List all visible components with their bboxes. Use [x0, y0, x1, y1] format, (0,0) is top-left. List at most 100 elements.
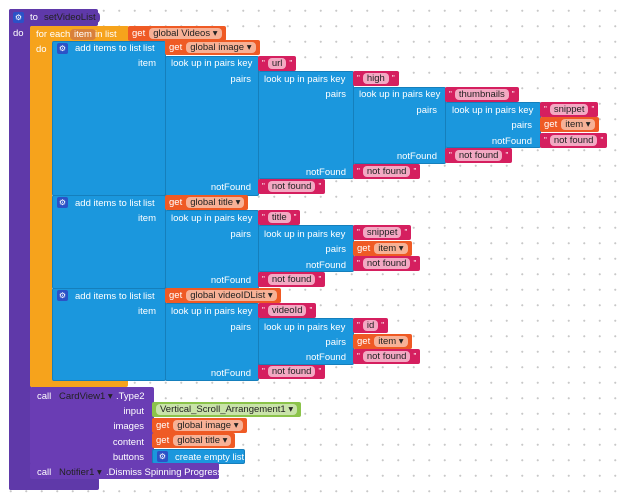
- get-item[interactable]: get item ▾: [353, 334, 412, 349]
- add-items-block-2[interactable]: [52, 195, 166, 289]
- quote: ": [413, 259, 417, 268]
- gear-icon[interactable]: ⚙: [157, 451, 168, 462]
- do-label: do: [13, 28, 24, 39]
- do-label: do: [36, 44, 47, 55]
- lookup-label: look up in pairs key: [264, 74, 346, 85]
- lookup-block[interactable]: [165, 303, 259, 381]
- string-value[interactable]: title: [267, 212, 291, 223]
- get-item[interactable]: get item ▾: [540, 117, 599, 132]
- get-label: get: [169, 42, 183, 53]
- procedure-name[interactable]: setVideoList: [40, 12, 100, 23]
- gear-icon[interactable]: ⚙: [57, 197, 68, 208]
- string-not-found[interactable]: " not found ": [445, 148, 513, 163]
- notfound-label: notFound: [305, 352, 346, 363]
- var-dropdown[interactable]: item ▾: [374, 243, 408, 254]
- string-value[interactable]: not found: [267, 366, 316, 377]
- lookup-block[interactable]: [258, 318, 354, 365]
- quote: ": [544, 105, 547, 114]
- get-global-videoidlist[interactable]: get global videoIDList ▾: [165, 288, 281, 303]
- content-label: content: [112, 437, 144, 448]
- string-not-found[interactable]: " not found ": [258, 272, 326, 287]
- get-label: get: [132, 28, 146, 39]
- procedure-footer: [9, 478, 99, 490]
- string-key[interactable]: " url ": [258, 56, 297, 71]
- string-key[interactable]: " id ": [353, 318, 389, 333]
- string-value[interactable]: not found: [549, 135, 598, 146]
- gear-icon[interactable]: ⚙: [57, 290, 68, 301]
- quote: ": [511, 90, 515, 99]
- for-each-block[interactable]: [30, 26, 52, 387]
- string-value[interactable]: not found: [362, 258, 411, 269]
- string-value[interactable]: videoId: [267, 305, 307, 316]
- string-not-found[interactable]: " not found ": [540, 133, 608, 148]
- for-each-label: for each: [36, 29, 71, 40]
- string-key[interactable]: " snippet ": [353, 225, 412, 240]
- var-dropdown[interactable]: global title ▾: [173, 435, 232, 446]
- string-value[interactable]: thumbnails: [454, 89, 509, 100]
- get-global-image[interactable]: get global image ▾: [165, 40, 260, 55]
- notfound-label: notFound: [210, 182, 251, 193]
- gear-icon[interactable]: ⚙: [13, 12, 24, 23]
- pairs-label: pairs: [230, 322, 251, 333]
- string-value[interactable]: snippet: [362, 227, 402, 238]
- var-dropdown[interactable]: global image ▾: [173, 420, 243, 431]
- string-not-found[interactable]: " not found ": [353, 256, 421, 271]
- component-dropdown[interactable]: Vertical_Scroll_Arrangement1 ▾: [156, 404, 298, 415]
- create-empty-list-label: create empty list: [175, 452, 245, 463]
- loop-var[interactable]: item: [70, 29, 96, 40]
- component-dropdown[interactable]: Notifier1 ▾: [55, 467, 106, 478]
- lookup-block[interactable]: [165, 56, 259, 196]
- string-key[interactable]: " title ": [258, 210, 301, 225]
- var-dropdown[interactable]: global title ▾: [186, 197, 245, 208]
- quote: ": [318, 182, 322, 191]
- quote: ": [357, 321, 360, 330]
- procedure-block[interactable]: [9, 9, 31, 490]
- get-global-title[interactable]: get global title ▾: [152, 433, 236, 448]
- string-key[interactable]: " snippet ": [540, 102, 599, 117]
- add-items-block-3[interactable]: [52, 288, 166, 381]
- buttons-label: buttons: [112, 452, 144, 463]
- add-items-block-1[interactable]: [52, 41, 166, 196]
- lookup-block[interactable]: [353, 87, 446, 164]
- string-value[interactable]: not found: [267, 274, 316, 285]
- var-dropdown[interactable]: global videoIDList ▾: [186, 290, 277, 301]
- var-dropdown[interactable]: item ▾: [374, 336, 408, 347]
- notfound-label: notFound: [305, 167, 346, 178]
- string-not-found[interactable]: " not found ": [353, 349, 421, 364]
- list-label: list: [143, 43, 155, 54]
- get-label: get: [357, 336, 371, 347]
- item-label: item: [138, 306, 156, 317]
- string-value[interactable]: not found: [362, 351, 411, 362]
- string-value[interactable]: not found: [267, 181, 316, 192]
- lookup-label: look up in pairs key: [171, 213, 253, 224]
- get-item[interactable]: get item ▾: [353, 241, 412, 256]
- string-value[interactable]: not found: [454, 150, 503, 161]
- quote: ": [262, 367, 265, 376]
- quote: ": [262, 182, 265, 191]
- get-global-videos[interactable]: get global Videos ▾: [128, 26, 226, 41]
- string-not-found[interactable]: " not found ": [353, 164, 421, 179]
- quote: ": [262, 306, 265, 315]
- string-key[interactable]: " videoId ": [258, 303, 317, 318]
- string-key[interactable]: " high ": [353, 71, 399, 86]
- get-global-title[interactable]: get global title ▾: [165, 195, 249, 210]
- arrangement-component[interactable]: Vertical_Scroll_Arrangement1 ▾: [152, 402, 302, 417]
- string-value[interactable]: url: [267, 58, 287, 69]
- string-value[interactable]: snippet: [549, 104, 589, 115]
- var-dropdown[interactable]: global Videos ▾: [149, 28, 222, 39]
- component-dropdown[interactable]: CardView1 ▾: [55, 391, 117, 402]
- string-key[interactable]: " thumbnails ": [445, 87, 519, 102]
- string-value[interactable]: not found: [362, 166, 411, 177]
- lookup-label: look up in pairs key: [359, 89, 441, 100]
- var-dropdown[interactable]: global image ▾: [186, 42, 256, 53]
- var-dropdown[interactable]: item ▾: [561, 119, 595, 130]
- quote: ": [357, 259, 360, 268]
- string-value[interactable]: id: [362, 320, 379, 331]
- string-not-found[interactable]: " not found ": [258, 364, 326, 379]
- get-global-image[interactable]: get global image ▾: [152, 418, 247, 433]
- quote: ": [391, 74, 395, 83]
- lookup-block[interactable]: [258, 71, 354, 179]
- gear-icon[interactable]: ⚙: [57, 43, 68, 54]
- string-value[interactable]: high: [362, 73, 389, 84]
- string-not-found[interactable]: " not found ": [258, 179, 326, 194]
